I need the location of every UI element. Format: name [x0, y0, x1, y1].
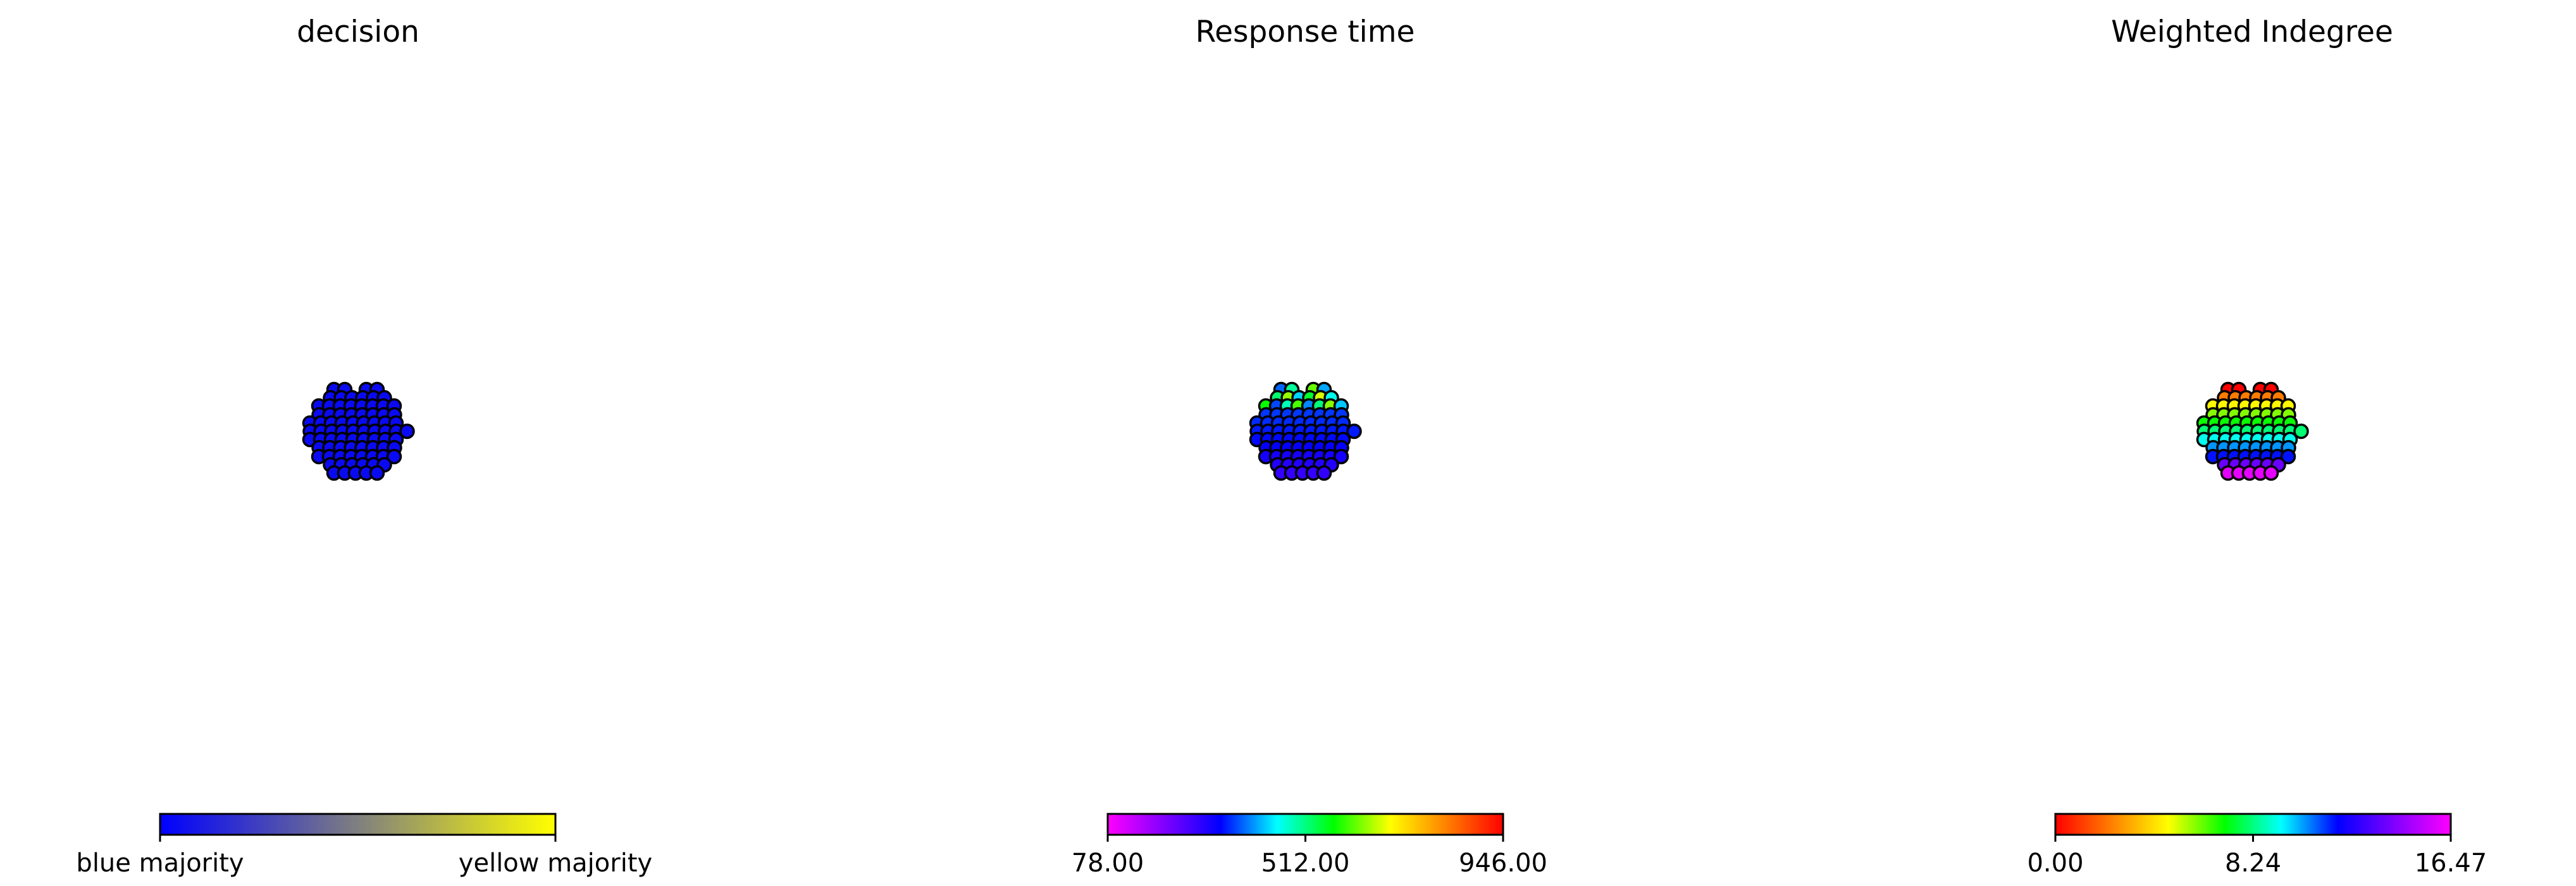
colorbar-tick-label-weighted-indegree-2: 16.47 — [2415, 849, 2487, 878]
panel-decision: decision blue majority yellow majority — [76, 15, 652, 878]
node-cluster-response-time — [1249, 381, 1362, 481]
node-cluster-weighted-indegree — [2196, 381, 2309, 481]
colorbar-response-time — [1106, 813, 1504, 836]
colorbar-decision — [159, 813, 557, 836]
node-cluster-decision — [302, 381, 415, 481]
panel-title-decision: decision — [297, 15, 419, 49]
network-node — [1346, 423, 1362, 440]
colorbar-tick-label-weighted-indegree-1: 8.24 — [2225, 849, 2281, 878]
colorbar-tick-label-response-time-1: 512.00 — [1261, 849, 1350, 878]
network-node — [2293, 423, 2309, 440]
network-node — [399, 423, 415, 440]
panel-weighted-indegree: Weighted Indegree 0.00 8.24 16.47 — [2027, 15, 2487, 878]
network-node — [2263, 465, 2279, 481]
panel-title-weighted-indegree: Weighted Indegree — [2111, 15, 2393, 49]
network-node — [2280, 448, 2296, 465]
network-node — [369, 465, 385, 481]
colorbar-tick-label-decision-1: yellow majority — [459, 849, 652, 878]
network-node — [1316, 465, 1332, 481]
network-node — [386, 448, 402, 465]
network-node — [1333, 448, 1349, 465]
colorbar-tick-label-response-time-0: 78.00 — [1072, 849, 1144, 878]
panel-title-response-time: Response time — [1196, 15, 1415, 49]
colorbar-tick-label-response-time-2: 946.00 — [1459, 849, 1547, 878]
colorbar-tick-label-decision-0: blue majority — [76, 849, 244, 878]
panel-response-time: Response time 78.00 512.00 946.00 — [1072, 15, 1547, 878]
colorbar-weighted-indegree — [2054, 813, 2452, 836]
colorbar-tick-label-weighted-indegree-0: 0.00 — [2027, 849, 2083, 878]
